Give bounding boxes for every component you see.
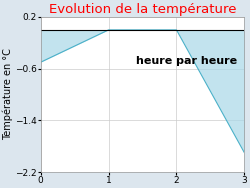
Y-axis label: Température en °C: Température en °C [3,49,13,140]
Text: heure par heure: heure par heure [136,56,237,66]
Title: Evolution de la température: Evolution de la température [49,3,236,16]
